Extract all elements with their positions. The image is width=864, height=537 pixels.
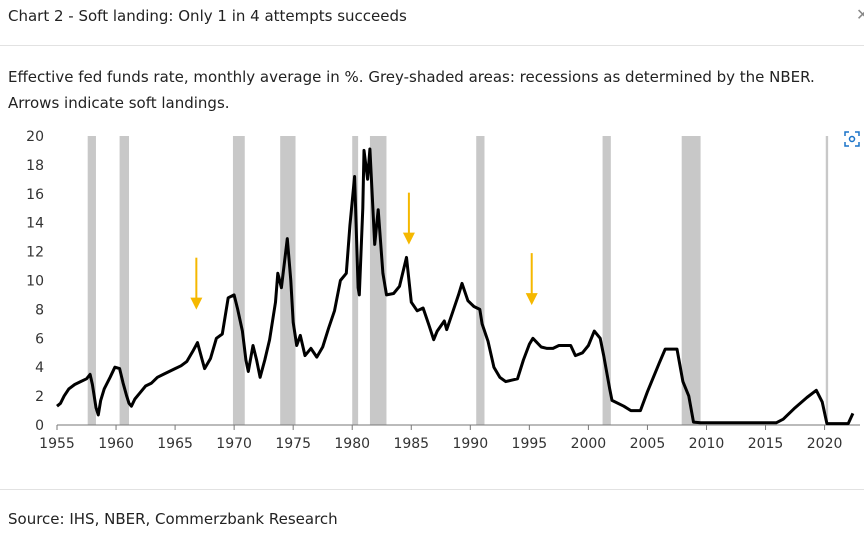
arrow-head xyxy=(190,297,203,310)
y-tick-label: 0 xyxy=(35,418,44,434)
chart-subtitle: Effective fed funds rate, monthly averag… xyxy=(8,68,815,112)
chart: 0 2 4 6 8 10 12 14 16 18 20 1955 1960 1965 1970 1975 198… xyxy=(26,129,860,452)
y-tick-label: 4 xyxy=(35,360,44,376)
recession-band xyxy=(352,136,359,425)
divider xyxy=(0,45,864,46)
y-tick-label: 12 xyxy=(26,245,44,261)
divider xyxy=(0,489,864,490)
soft-landing-arrow xyxy=(525,253,538,306)
recession-band xyxy=(602,136,611,425)
y-tick-label: 16 xyxy=(26,187,44,203)
y-tick-label: 10 xyxy=(26,274,44,290)
soft-landing-arrow xyxy=(402,192,415,245)
y-tick-label: 2 xyxy=(35,389,44,405)
y-tick-label: 6 xyxy=(35,331,44,347)
x-tick-label: 1995 xyxy=(512,436,548,452)
y-tick-label: 14 xyxy=(26,216,44,232)
recession-band xyxy=(476,136,485,425)
recession-band xyxy=(119,136,130,425)
y-tick-label: 20 xyxy=(26,129,44,145)
x-tick-label: 1955 xyxy=(39,436,75,452)
x-tick-label: 1980 xyxy=(334,436,370,452)
y-tick-label: 18 xyxy=(26,158,44,174)
source-note: Source: IHS, NBER, Commerzbank Research xyxy=(8,510,338,528)
recession-band xyxy=(87,136,96,425)
recession-band xyxy=(681,136,701,425)
close-button[interactable]: ✕ xyxy=(856,5,864,24)
x-tick-label: 2020 xyxy=(807,436,843,452)
focus-icon[interactable] xyxy=(844,131,860,147)
x-tick-label: 2015 xyxy=(748,436,784,452)
recession-band xyxy=(825,136,829,425)
x-tick-label: 2005 xyxy=(630,436,666,452)
arrow-head xyxy=(525,293,538,306)
x-tick-label: 1965 xyxy=(157,436,193,452)
x-tick-label: 1975 xyxy=(275,436,311,452)
x-tick-label: 1985 xyxy=(393,436,429,452)
rate-line xyxy=(56,147,855,426)
x-tick-label: 2000 xyxy=(571,436,607,452)
x-tick-label: 2010 xyxy=(689,436,725,452)
soft-landing-arrow xyxy=(190,257,203,310)
recession-band xyxy=(232,136,245,425)
chart-title: Chart 2 - Soft landing: Only 1 in 4 atte… xyxy=(8,7,407,25)
recession-band xyxy=(280,136,296,425)
x-tick-label: 1990 xyxy=(452,436,488,452)
x-tick-label: 1970 xyxy=(216,436,252,452)
y-tick-label: 8 xyxy=(35,302,44,318)
arrow-head xyxy=(402,232,415,245)
x-tick-label: 1960 xyxy=(98,436,134,452)
